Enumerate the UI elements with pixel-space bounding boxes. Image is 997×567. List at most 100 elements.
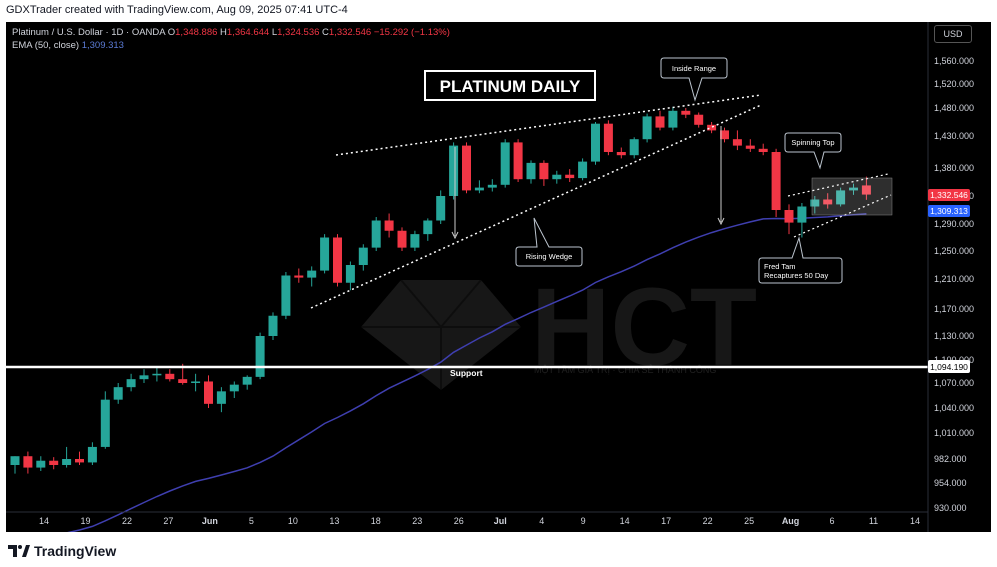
- candle-body: [423, 220, 433, 235]
- candle-body: [371, 220, 381, 248]
- fred-tam-label-line2: Recaptures 50 Day: [764, 271, 828, 280]
- time-tick-label: 23: [412, 516, 422, 526]
- candle-body: [10, 456, 20, 465]
- overlays: Support PLATINUM DAILY Inside Range Spin…: [6, 57, 928, 378]
- candle-body: [861, 185, 871, 195]
- price-tick-label: 1,520.000: [934, 79, 974, 89]
- candle-body: [707, 124, 717, 131]
- support-price-badge: [928, 360, 970, 373]
- legend: Platinum / U.S. Dollar · 1D · OANDA O1,3…: [12, 26, 450, 52]
- time-tick-label: 11: [869, 516, 878, 526]
- title-box: [424, 70, 596, 101]
- price-tick-label: 1,070.000: [934, 378, 974, 388]
- spinning-top-upper-line: [787, 173, 889, 197]
- tradingview-logo[interactable]: TradingView: [8, 543, 116, 559]
- price-tick-label: 1,250.000: [934, 246, 974, 256]
- candle-body: [694, 114, 704, 125]
- price-axis[interactable]: 1,560.000 1,520.000 1,480.000 1,430.000 1,38…: [927, 22, 974, 532]
- candle-body: [100, 399, 110, 447]
- candle-body: [720, 130, 729, 140]
- candle-body: [642, 116, 652, 140]
- low-label: L: [271, 27, 278, 38]
- spinning-top-callout: [784, 132, 842, 170]
- candle-body: [784, 210, 794, 223]
- candle-body: [849, 187, 858, 191]
- candle-body: [552, 174, 562, 180]
- time-tick-label: 18: [371, 516, 381, 526]
- candle-body: [87, 446, 97, 463]
- currency-button[interactable]: USD: [934, 25, 972, 43]
- legend-ohlc-row: Platinum / U.S. Dollar · 1D · OANDA O1,3…: [12, 26, 450, 39]
- ema-value: 1,309.313: [81, 40, 124, 51]
- open-label: O: [167, 27, 176, 38]
- candle-body: [126, 379, 136, 388]
- candle-body: [49, 460, 59, 465]
- candle-body: [823, 199, 833, 205]
- time-tick-label: 22: [703, 516, 713, 526]
- candle-body: [36, 460, 46, 468]
- price-tick-label: 1,010.000: [934, 428, 974, 438]
- candle-body: [449, 145, 459, 196]
- candle-body: [655, 116, 665, 128]
- time-tick-label: 19: [80, 516, 90, 526]
- candle-body: [281, 275, 291, 316]
- candle-body: [771, 152, 781, 210]
- low-value: 1,324.536: [277, 27, 320, 38]
- candle-body: [294, 275, 304, 278]
- time-tick-label: 14: [910, 516, 920, 526]
- candle-body: [191, 381, 201, 383]
- watermark-diamond-facets-icon: [361, 279, 521, 390]
- ema-line: [67, 213, 867, 532]
- time-tick-label: 9: [581, 516, 586, 526]
- candle-body: [810, 199, 820, 207]
- price-tick-label: 1,040.000: [934, 403, 974, 413]
- candle-body: [204, 381, 213, 404]
- candle-body: [397, 230, 407, 248]
- candle-body: [565, 174, 575, 179]
- support-label: Support: [450, 368, 483, 378]
- high-label: H: [220, 27, 227, 38]
- ema-price-label: 1,309.313: [930, 206, 968, 216]
- candle-body: [681, 110, 691, 115]
- symbol-name[interactable]: Platinum / U.S. Dollar · 1D · OANDA: [12, 27, 166, 38]
- chart-title: PLATINUM DAILY: [440, 77, 581, 96]
- wedge-upper-line: [335, 94, 762, 156]
- candle-body: [23, 456, 33, 468]
- measure-arrow-right-head-icon: [717, 217, 725, 226]
- measure-arrow-left-head-icon: [451, 231, 459, 240]
- ema-layer: [67, 213, 867, 532]
- close-value: 1,332.546: [328, 27, 372, 38]
- fred-tam-callout: [758, 236, 843, 284]
- time-tick-label: 25: [744, 516, 754, 526]
- candle-body: [62, 459, 72, 465]
- wedge-lower-line: [310, 104, 762, 309]
- open-value: 1,348.886: [175, 27, 218, 38]
- price-tick-label: 1,430.000: [934, 131, 974, 141]
- ema-label[interactable]: EMA (50, close): [12, 40, 80, 51]
- time-tick-label: 17: [661, 516, 671, 526]
- chart-area[interactable]: HCT MỘT TẦM GIÁ TRỊ · CHIA SẺ THÀNH CÔNG…: [6, 22, 991, 532]
- candle-body: [578, 161, 588, 179]
- chart-svg[interactable]: HCT MỘT TẦM GIÁ TRỊ · CHIA SẺ THÀNH CÔNG…: [6, 22, 991, 532]
- candle-body: [75, 459, 84, 463]
- candle-body: [745, 145, 755, 149]
- time-tick-label: Jun: [202, 516, 218, 526]
- last-price-label: 1,332.546: [930, 190, 968, 200]
- price-tick-label: 1,170.000: [934, 304, 974, 314]
- candle-body: [526, 162, 536, 180]
- candle-body: [410, 234, 420, 248]
- candle-body: [513, 142, 523, 180]
- high-value: 1,364.644: [226, 27, 270, 38]
- price-tick-label: 1,210.000: [934, 274, 974, 284]
- candle-body: [307, 270, 317, 278]
- top-bar: GDXTrader created with TradingView.com, …: [0, 0, 997, 22]
- support-price-label: 1,094.190: [930, 362, 968, 372]
- candle-body: [384, 220, 394, 231]
- fred-tam-label-line1: Fred Tam: [764, 262, 796, 271]
- candle-body: [345, 265, 355, 283]
- time-tick-label: 14: [620, 516, 630, 526]
- candle-body: [152, 373, 162, 376]
- time-axis[interactable]: 14 19 22 27 Jun 5 10 13 18 23 26 Jul 4 9 14 17 22 25 Aug 6 1…: [6, 511, 928, 526]
- candle-body: [333, 237, 342, 283]
- candle-body: [487, 184, 497, 188]
